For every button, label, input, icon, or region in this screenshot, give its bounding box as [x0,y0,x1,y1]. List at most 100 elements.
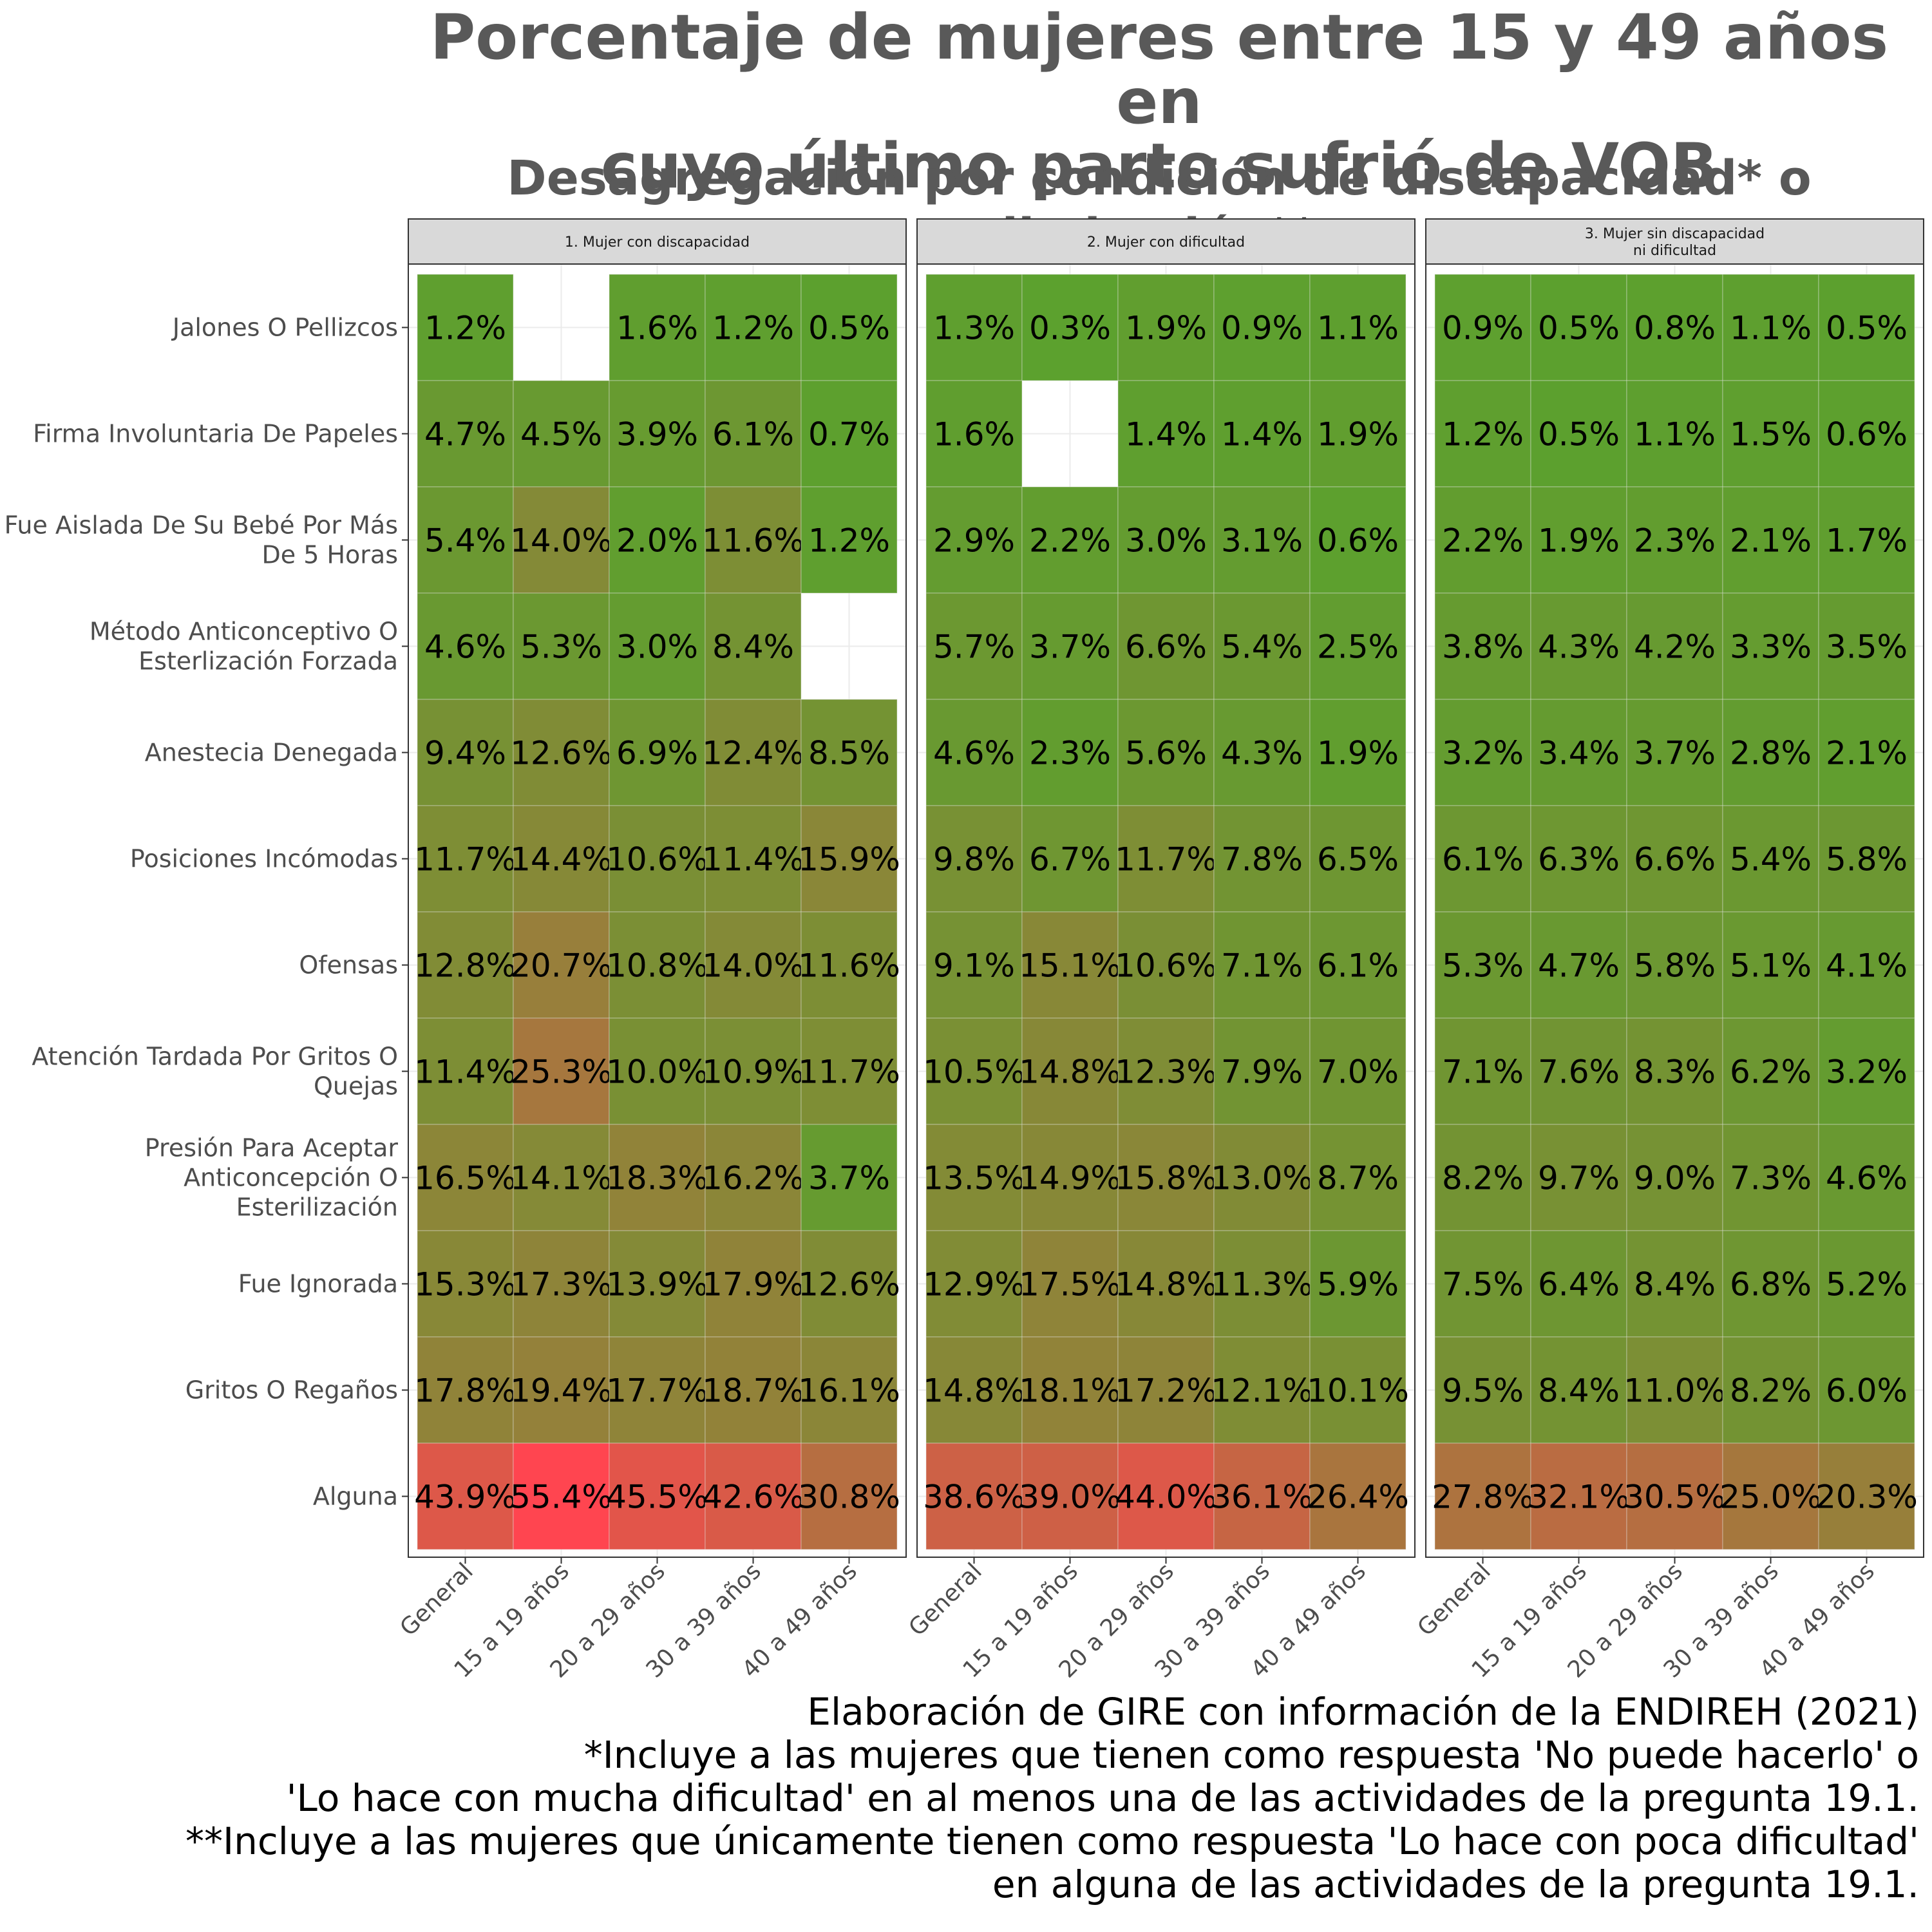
cell-value-label: 1.9% [1317,735,1399,772]
heatmap-cell [417,699,514,806]
heatmap-cell [925,911,1023,1019]
heatmap-cell [1530,1018,1627,1125]
cell-value-label: 4.3% [1221,735,1303,772]
heatmap-cell [800,274,898,381]
heatmap-cell [1213,1336,1311,1444]
cell-value-label: 18.7% [702,1372,804,1410]
heatmap-cell [1309,911,1406,1019]
cell-value-label: 10.8% [606,947,708,985]
heatmap-cell [1818,1124,1915,1231]
heatmap-cell [513,1018,610,1125]
cell-value-label: 3.8% [1442,629,1524,666]
heatmap-cell [417,380,514,488]
cell-value-label: 14.8% [1115,1266,1217,1303]
heatmap-cell [1626,1230,1723,1338]
heatmap-cell [1434,1336,1531,1444]
cell-value-label: 14.8% [1019,1054,1121,1091]
y-tick-label-line: Método Anticonceptivo O [90,618,398,646]
cell-value-label: 14.8% [923,1372,1025,1410]
cell-value-label: 6.8% [1730,1266,1812,1303]
heatmap-cell [1021,1124,1119,1231]
heatmap-cell [1117,1443,1215,1550]
cell-value-label: 3.0% [1125,522,1207,560]
facet-panel-3: 3. Mujer sin discapacidad ni dificultad 0.… [1413,218,1924,1683]
cell-value-label: 0.8% [1634,310,1716,347]
caption-line-1: Elaboración de GIRE con información de l… [807,1690,1919,1734]
cell-value-label: 2.8% [1730,735,1812,772]
cell-value-label: 11.4% [702,841,804,878]
heatmap-cell [1117,380,1215,488]
cell-value-label: 1.9% [1317,416,1399,453]
y-tick-label-line: Atención Tardada Por Gritos O [32,1043,398,1071]
cell-value-label: 3.5% [1826,629,1908,666]
heatmap-cell [1722,911,1819,1019]
chart-title-line-2: cuyo último parto sufrió de VOB [600,130,1718,202]
cell-value-label: 9.0% [1634,1160,1716,1197]
facet-strip [408,218,907,265]
heatmap-cell [1117,1336,1215,1444]
heatmap-cell [925,699,1023,806]
y-tick-label-line: Esterilización [236,1193,398,1222]
cell-value-label: 0.7% [808,416,890,453]
cell-value-label: 6.7% [1029,841,1111,878]
facet-strip-label-line: 3. Mujer sin discapacidad [1585,226,1765,242]
cell-value-label: 6.5% [1317,841,1399,878]
heatmap-cell [1434,486,1531,594]
heatmap-cell [705,380,802,488]
cell-value-label: 2.0% [616,522,698,560]
cell-value-label: 3.2% [1826,1054,1908,1091]
heatmap-cell [417,805,514,913]
y-tick-label: Método Anticonceptivo O Esterlización For… [90,618,398,676]
heatmap-cell [800,380,898,488]
heatmap-cell [705,1443,802,1550]
heatmap-cell [1722,1124,1819,1231]
heatmap-cell [705,274,802,381]
heatmap-cell [609,1336,706,1444]
heatmap-cell [1818,274,1915,381]
heatmap-cell [609,1018,706,1125]
heatmap-cell [1117,592,1215,700]
cell-value-label: 11.7% [414,841,516,878]
heatmap-cell [513,1230,610,1338]
heatmap-cell [925,805,1023,913]
cell-value-label: 3.7% [1029,629,1111,666]
y-tick-label: Ofensas [299,951,398,980]
cell-value-label: 0.6% [1826,416,1908,453]
cell-value-label: 38.6% [923,1479,1025,1516]
cell-value-label: 1.9% [1125,310,1207,347]
cell-value-label: 1.2% [712,310,794,347]
heatmap-cell [1213,699,1311,806]
cell-value-label: 4.5% [520,416,602,453]
cell-value-label: 1.2% [1442,416,1524,453]
heatmap-cell [1021,805,1119,913]
heatmap-cell [1530,486,1627,594]
cell-value-label: 4.6% [1826,1160,1908,1197]
cell-value-label: 15.1% [1019,947,1121,985]
heatmap-cell [1213,274,1311,381]
cell-value-label: 1.1% [1634,416,1716,453]
heatmap-cell [1434,699,1531,806]
cell-value-label: 44.0% [1115,1479,1217,1516]
cell-value-label: 2.9% [933,522,1015,560]
cell-value-label: 43.9% [414,1479,516,1516]
y-tick-label-line: Ofensas [299,951,398,980]
heatmap-cell [513,486,610,594]
cell-value-label: 2.2% [1442,522,1524,560]
heatmap-cell [1213,1124,1311,1231]
cell-value-label: 12.9% [923,1266,1025,1303]
y-tick-label-line: Fue Aislada De Su Bebé Por Más [5,511,398,540]
heatmap-cell [1213,1443,1311,1550]
cell-value-label: 7.5% [1442,1266,1524,1303]
heatmap-cell [1530,1124,1627,1231]
heatmap-cell [609,805,706,913]
heatmap-cell [800,911,898,1019]
cell-value-label: 1.2% [424,310,506,347]
heatmap-cell [1213,380,1311,488]
heatmap-cell [1309,1124,1406,1231]
heatmap-cell [705,1124,802,1231]
heatmap-cell [513,805,610,913]
cell-value-label: 11.6% [702,522,804,560]
heatmap-cell [705,1018,802,1125]
y-tick-label: Posiciones Incómodas [130,845,398,873]
